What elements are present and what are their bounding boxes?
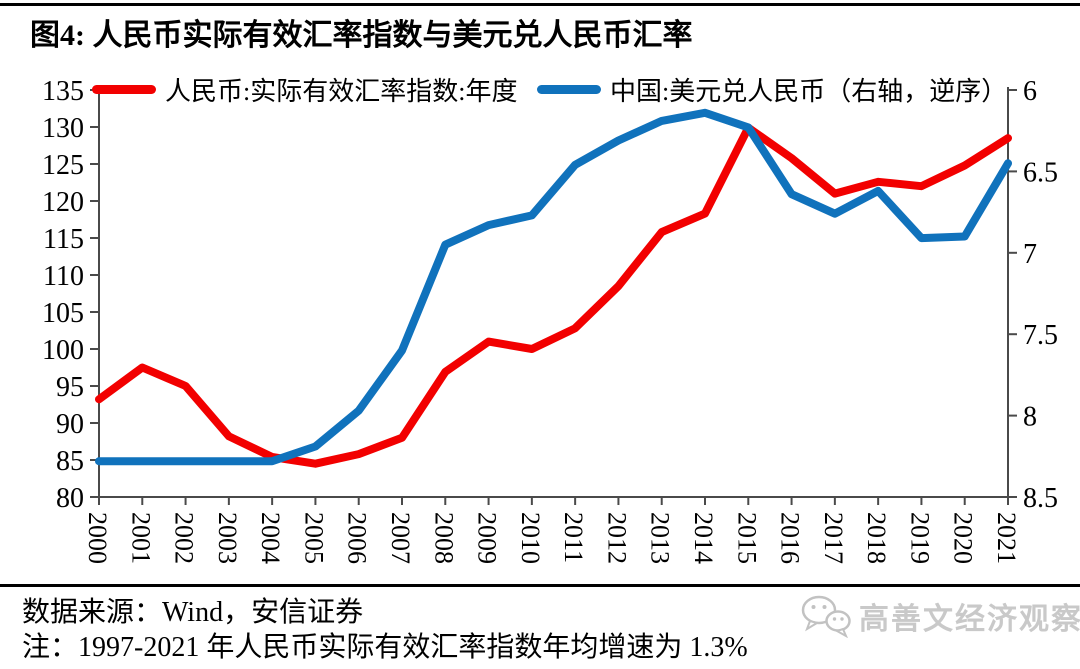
legend-label-reer: 人民币:实际有效汇率指数:年度: [165, 76, 518, 106]
x-axis-tick-label: 2000: [83, 512, 112, 564]
reer-line: [95, 123, 1012, 468]
wechat-bubbles-icon: [801, 595, 851, 638]
x-axis-tick-label: 2008: [429, 512, 458, 564]
x-axis-tick-label: 2009: [473, 512, 502, 564]
left-axis-tick-label: 100: [42, 335, 84, 366]
left-axis-tick-label: 135: [42, 76, 84, 107]
figure-title: 图4: 人民币实际有效汇率指数与美元兑人民币汇率: [30, 19, 693, 52]
left-axis-tick-label: 110: [43, 261, 84, 292]
left-axis-tick-label: 130: [42, 113, 84, 144]
data-source-text: 数据来源：Wind，安信证券: [22, 597, 364, 628]
chart-canvas: 135 130 125 120 115 110 105 100 95 90 85 80 6 6.5 7 7.5…: [42, 76, 1058, 564]
left-axis-tick-label: 125: [42, 150, 84, 181]
x-axis-tick-label: 2015: [732, 512, 761, 564]
right-axis-tick-label: 6.5: [1023, 157, 1058, 188]
note-text: 注：1997-2021 年人民币实际有效汇率指数年均增速为 1.3%: [22, 632, 748, 663]
x-axis-tick-label: 2005: [299, 512, 328, 564]
usdcny-line-swatch: [537, 84, 601, 94]
left-axis-tick-label: 90: [56, 409, 84, 440]
reer-line-swatch: [92, 84, 156, 94]
usdcny-line: [95, 108, 1012, 466]
right-axis-tick-label: 7: [1023, 239, 1037, 270]
x-axis-tick-label: 2001: [126, 512, 155, 564]
legend-item-reer: 人民币:实际有效汇率指数:年度: [92, 72, 517, 106]
x-axis-tick-label: 2018: [862, 512, 891, 564]
left-axis-tick-label: 105: [42, 298, 84, 329]
x-axis-tick-label: 2014: [689, 512, 718, 564]
watermark: 高善文经济观察: [800, 594, 1080, 638]
x-axis-tick-label: 2007: [386, 512, 415, 564]
left-axis-tick-label: 85: [56, 446, 84, 477]
x-axis-tick-label: 2017: [819, 512, 848, 564]
footer-rule: [0, 584, 1080, 587]
x-axis-tick-label: 2003: [213, 512, 242, 564]
x-axis-tick-label: 2021: [992, 512, 1021, 564]
x-axis-tick-label: 2004: [256, 512, 285, 564]
x-axis-tick-label: 2019: [905, 512, 934, 564]
x-axis-tick-label: 2010: [516, 512, 545, 564]
x-axis-tick-label: 2006: [343, 512, 372, 564]
left-axis-tick-label: 80: [56, 483, 84, 514]
right-axis-tick-label: 6: [1023, 76, 1037, 107]
right-axis-tick-label: 8: [1023, 402, 1037, 433]
x-axis-tick-label: 2012: [602, 512, 631, 564]
left-axis-tick-label: 95: [56, 372, 84, 403]
left-axis-tick-label: 115: [43, 224, 84, 255]
watermark-text: 高善文经济观察: [859, 603, 1080, 636]
x-axis-tick-label: 2013: [646, 512, 675, 564]
legend-item-usdcny: 中国:美元兑人民币（右轴，逆序）: [537, 72, 1007, 106]
top-rule: [0, 3, 1080, 6]
right-axis-tick-label: 7.5: [1023, 320, 1058, 351]
x-axis-tick-label: 2002: [170, 512, 199, 564]
right-axis-tick-label: 8.5: [1023, 483, 1058, 514]
legend-label-usdcny: 中国:美元兑人民币（右轴，逆序）: [610, 76, 1008, 106]
x-axis-tick-label: 2016: [776, 512, 805, 564]
left-axis-tick-label: 120: [42, 187, 84, 218]
x-axis-tick-label: 2011: [559, 512, 588, 563]
x-axis-tick-label: 2020: [949, 512, 978, 564]
